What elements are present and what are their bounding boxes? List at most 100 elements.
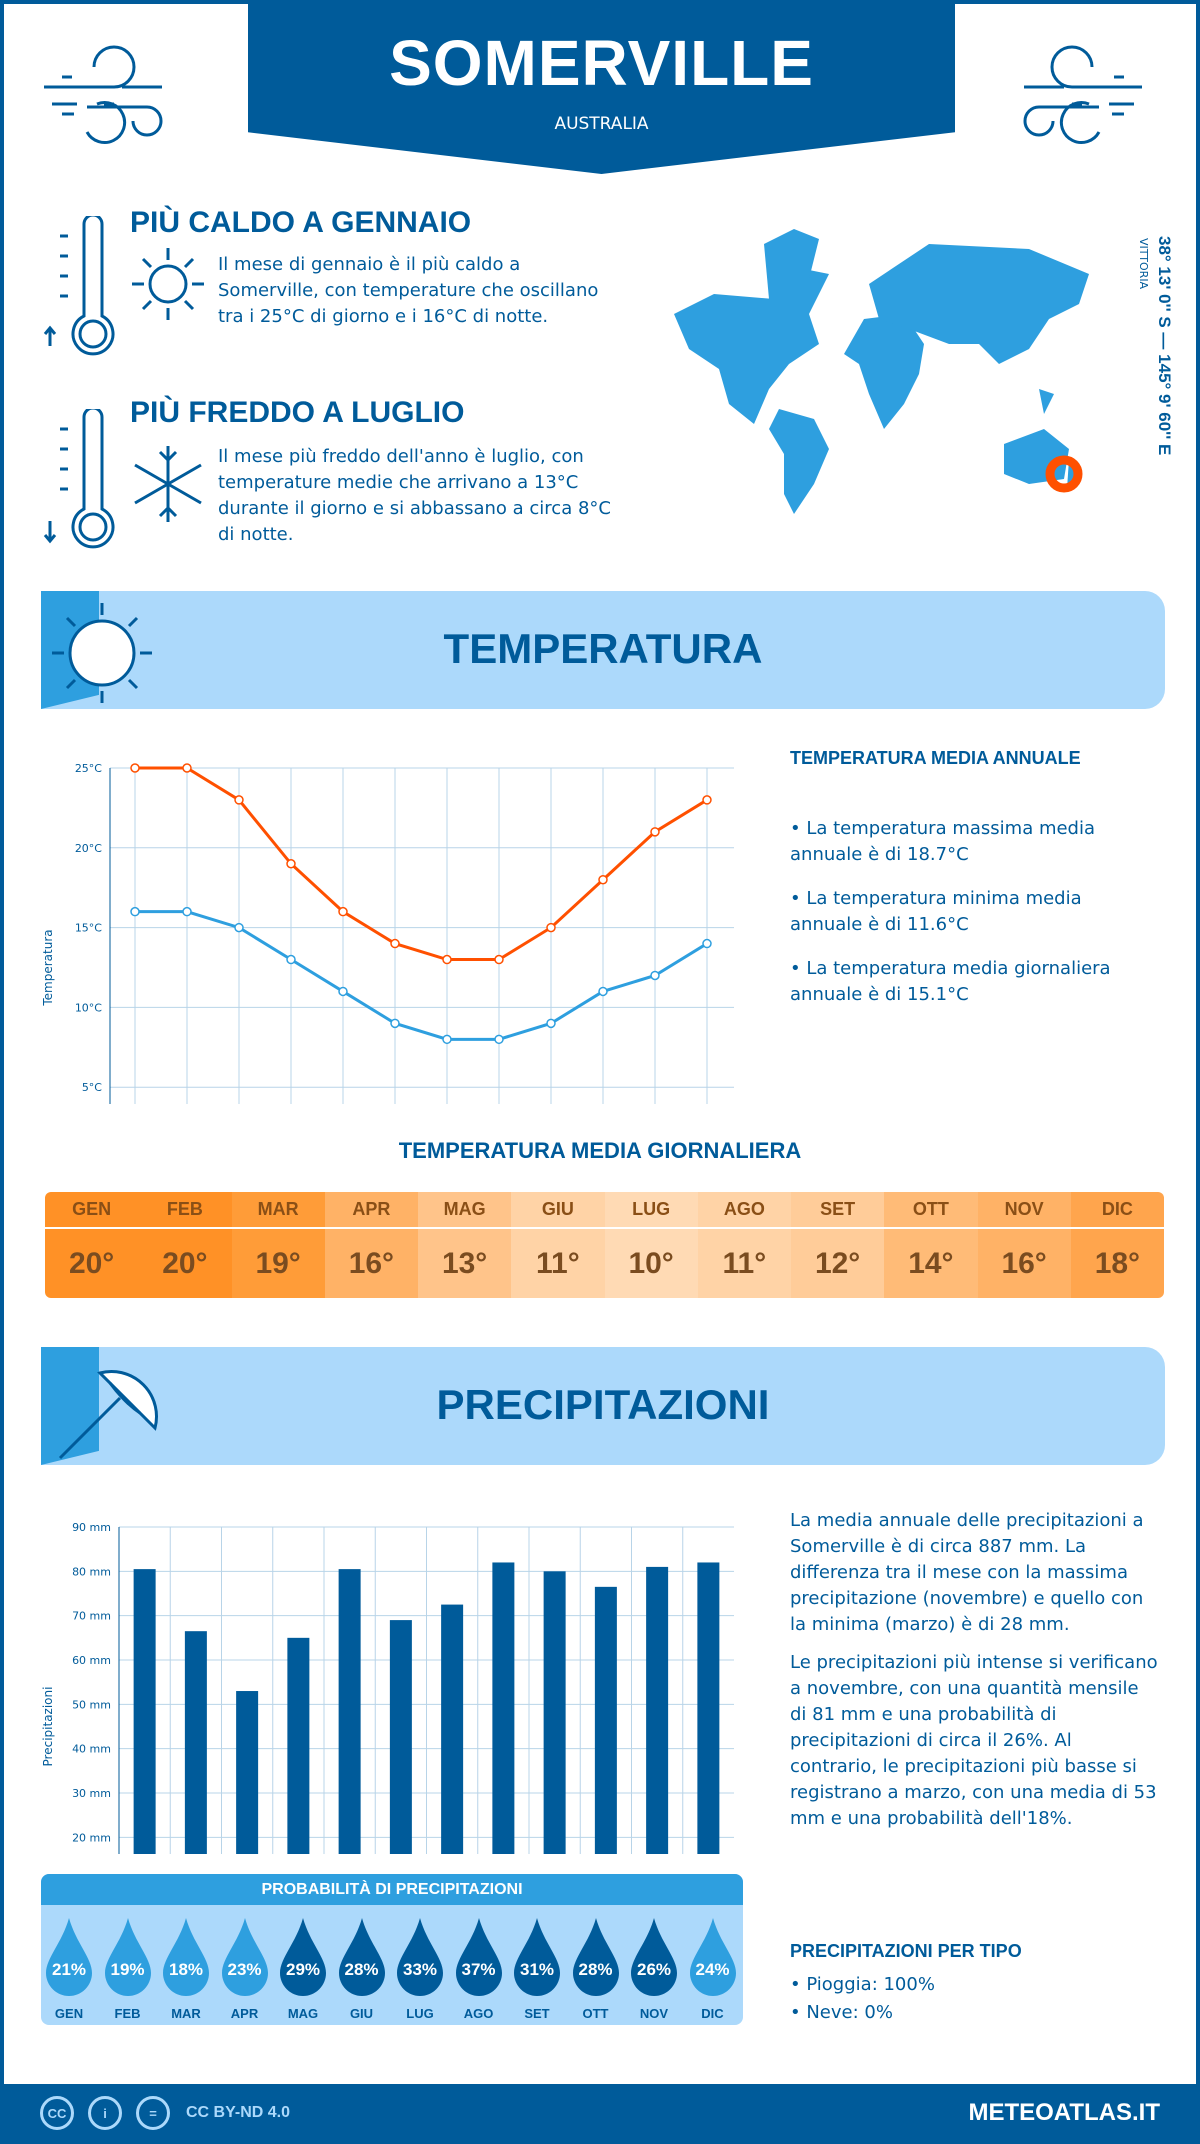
bar	[492, 1562, 515, 1854]
y-tick-label: 80 mm	[72, 1565, 111, 1578]
month-label: LUG	[406, 2006, 434, 2021]
rain-share: • Pioggia: 100%	[790, 1974, 935, 1995]
temp-value: 16°	[348, 1246, 395, 1280]
daily-temp-cell: MAR 19°	[231, 1192, 325, 1298]
precip-probability-box: PROBABILITÀ DI PRECIPITAZIONI 21% GEN 19% F…	[41, 1874, 743, 2025]
bar	[236, 1691, 259, 1854]
daily-temp-cell: SET 12°	[791, 1192, 885, 1298]
probability-value: 33%	[402, 1960, 438, 1979]
probability-value: 21%	[51, 1960, 87, 1979]
license-label: CC BY-ND 4.0	[186, 2104, 291, 2121]
data-point	[390, 938, 400, 949]
y-tick-label: 90 mm	[72, 1521, 111, 1534]
temp-value: 19°	[255, 1246, 301, 1280]
month-label: APR	[324, 1192, 418, 1229]
probability-value: 18%	[168, 1960, 204, 1979]
bar	[133, 1569, 156, 1854]
raindrop-icon: 21%	[44, 1918, 94, 1996]
probability-value: 26%	[636, 1960, 672, 1979]
data-point	[442, 954, 452, 965]
month-label: MAG	[418, 1192, 512, 1229]
y-tick-label: 5°C	[82, 1081, 102, 1094]
daily-temp-cell: GEN 20°	[45, 1192, 139, 1298]
data-point	[286, 954, 296, 965]
y-tick-label: 40 mm	[72, 1743, 111, 1756]
annual-temp-title: TEMPERATURA MEDIA ANNUALE	[790, 748, 1081, 768]
data-point	[598, 874, 608, 885]
temperature-title: TEMPERATURA	[443, 625, 763, 672]
temperature-banner: TEMPERATURA	[41, 591, 1165, 709]
y-tick-label: 25°C	[75, 762, 102, 775]
temp-value: 13°	[441, 1246, 488, 1280]
y-tick-label: 50 mm	[72, 1698, 111, 1711]
month-label: APR	[230, 2006, 259, 2021]
temp-value: 18°	[1094, 1246, 1141, 1280]
series-line-max	[135, 766, 708, 962]
month-label: GEN	[54, 2006, 84, 2021]
raindrop-icon: 33%	[395, 1918, 445, 1996]
probability-value: 24%	[695, 1960, 730, 1979]
bar	[389, 1620, 412, 1854]
precipitation-banner: PRECIPITAZIONI	[41, 1347, 1165, 1465]
month-label: GEN	[45, 1192, 139, 1229]
data-point	[130, 763, 140, 773]
raindrop-icon: 37%	[454, 1918, 504, 1996]
footer: CC i = CC BY-ND 4.0 METEOATLAS.IT	[0, 2084, 1200, 2144]
month-label: GIU	[511, 1192, 605, 1229]
month-label: MAR	[171, 2006, 201, 2021]
coldest-text: Il mese più freddo dell'anno è luglio, c…	[218, 446, 611, 545]
data-point	[390, 1018, 400, 1029]
data-point	[338, 986, 348, 997]
month-label: GIU	[349, 2006, 374, 2021]
y-tick-label: 20 mm	[72, 1831, 111, 1844]
month-label: SET	[524, 2006, 550, 2021]
location-marker	[1045, 455, 1083, 493]
temp-bullet: • La temperatura minima media annuale è …	[790, 888, 1082, 935]
country-label: AUSTRALIA	[554, 114, 649, 134]
raindrop-icon: 24%	[688, 1918, 738, 1996]
daily-temp-cell: OTT 14°	[884, 1192, 978, 1298]
daily-temp-cell: FEB 20°	[138, 1192, 232, 1298]
month-label: DIC	[701, 2006, 724, 2021]
daily-temp-cell: GIU 11°	[511, 1192, 605, 1298]
month-label: MAG	[287, 2006, 319, 2021]
bar	[287, 1637, 310, 1854]
month-label: AGO	[463, 2006, 494, 2021]
raindrop-icon: 18%	[161, 1918, 211, 1996]
snow-share: • Neve: 0%	[790, 2002, 893, 2023]
raindrop-icon: 19%	[103, 1918, 153, 1996]
data-point	[650, 970, 660, 981]
data-point	[702, 938, 712, 949]
month-label: OTT	[884, 1192, 978, 1229]
page-title: SOMERVILLE	[389, 27, 814, 99]
brand-link[interactable]: METEOATLAS.IT	[968, 2099, 1160, 2126]
bar	[594, 1586, 617, 1854]
cc-icon: CC	[40, 2096, 74, 2130]
probability-value: 31%	[519, 1960, 555, 1979]
y-tick-label: 70 mm	[72, 1610, 111, 1623]
bar	[338, 1569, 361, 1854]
probability-value: 28%	[578, 1960, 613, 1979]
month-label: LUG	[604, 1192, 698, 1229]
temp-value: 11°	[536, 1246, 580, 1280]
y-axis-label: Temperatura	[41, 929, 55, 1006]
temp-value: 16°	[1001, 1246, 1047, 1280]
raindrop-icon: 29%	[278, 1918, 328, 1996]
daily-temp-strip: GEN 20° FEB 20° MAR 19° APR 16° MAG 13° GIU 11° LUG 1…	[45, 1192, 1164, 1298]
bar	[441, 1604, 464, 1854]
daily-temp-cell: LUG 10°	[604, 1192, 698, 1298]
temp-value: 14°	[908, 1246, 954, 1280]
data-point	[650, 827, 660, 837]
temp-value: 20°	[162, 1246, 208, 1280]
daily-temp-cell: AGO 11°	[697, 1192, 791, 1298]
no-derivatives-icon: =	[136, 2096, 170, 2130]
region-label: VITTORIA	[1137, 238, 1150, 290]
month-label: DIC	[1070, 1192, 1164, 1229]
header-banner	[248, 0, 955, 174]
data-point	[494, 954, 504, 965]
daily-temp-title: TEMPERATURA MEDIA GIORNALIERA	[398, 1138, 802, 1163]
probability-value: 37%	[461, 1960, 496, 1979]
wind-icon-left	[44, 45, 163, 144]
month-label: NOV	[639, 2006, 669, 2021]
